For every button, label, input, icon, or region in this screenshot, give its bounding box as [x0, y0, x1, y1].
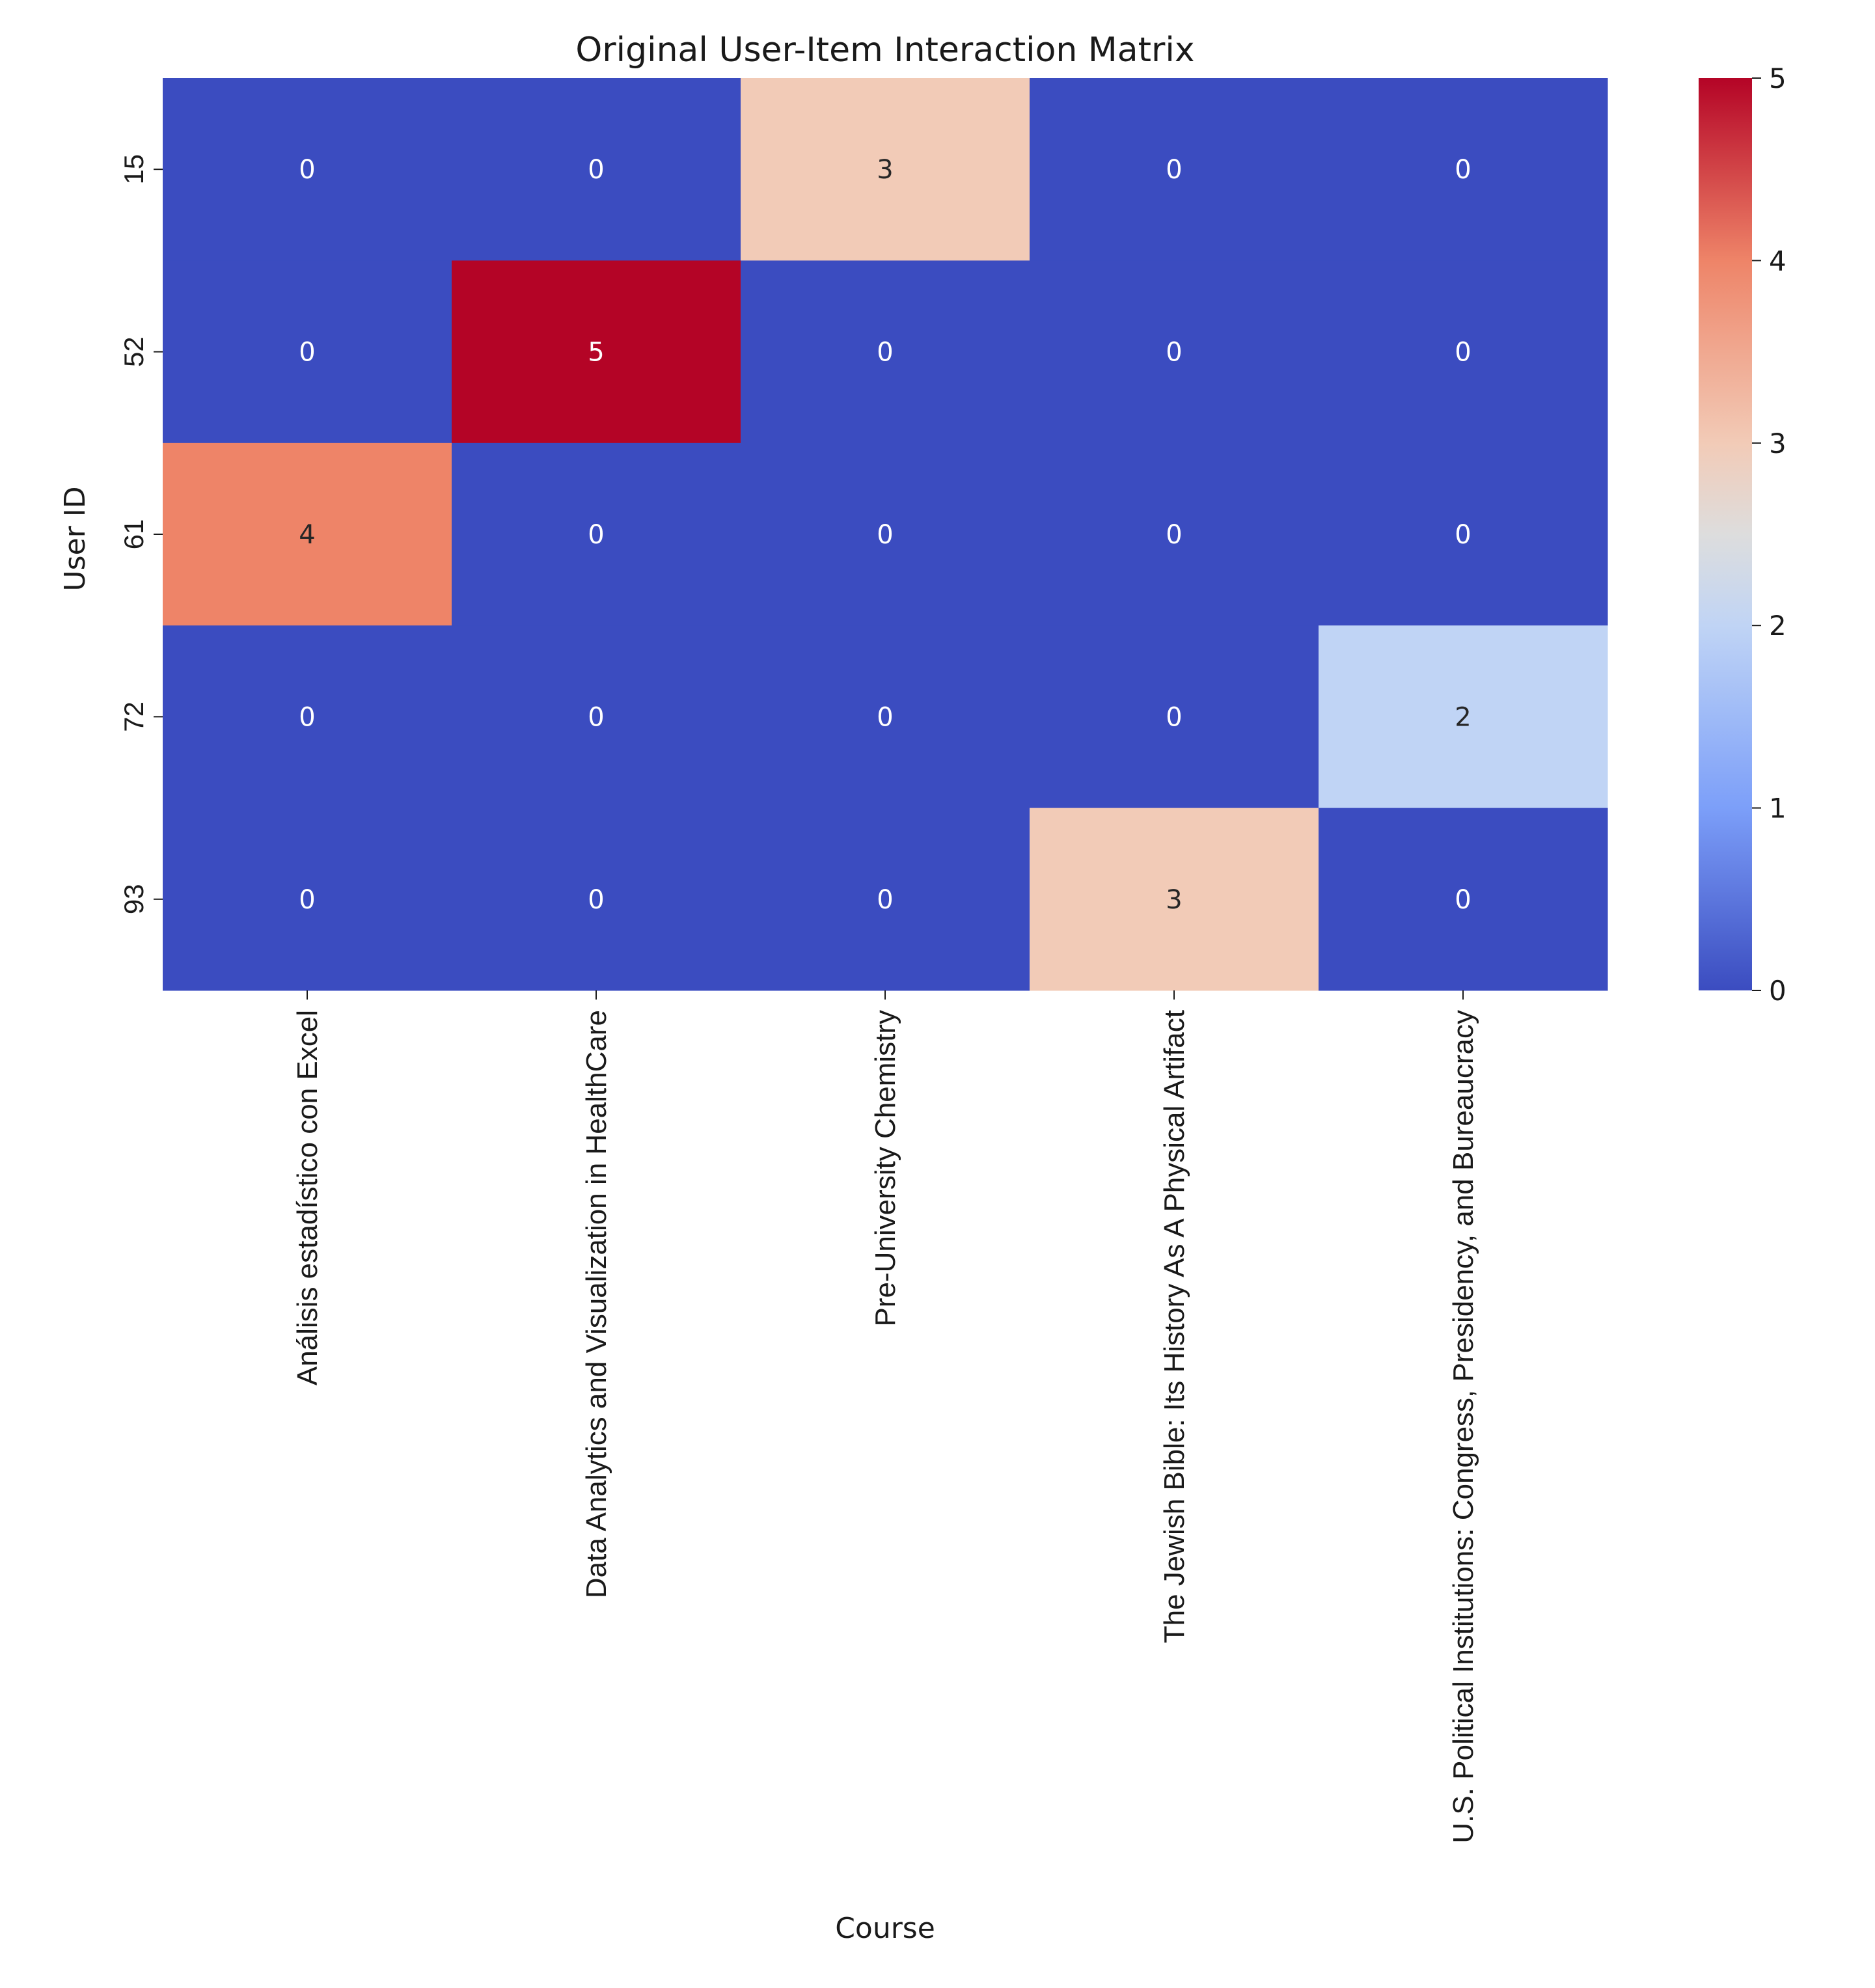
- heatmap-cell: [741, 443, 1030, 626]
- cell-value-label: 3: [877, 155, 893, 185]
- x-tick-label: Análisis estadístico con Excel: [292, 1010, 323, 1385]
- x-tick-label: Pre-University Chemistry: [869, 1010, 901, 1327]
- colorbar-tick-label: 2: [1769, 610, 1786, 642]
- cell-value-label: 0: [588, 155, 604, 185]
- heatmap-cell: [163, 78, 452, 261]
- colorbar-tick-label: 3: [1769, 428, 1786, 459]
- cell-value-label: 0: [588, 702, 604, 732]
- cell-value-label: 0: [1166, 155, 1182, 185]
- y-axis-label: User ID: [59, 486, 92, 591]
- x-axis-label: Course: [835, 1912, 935, 1945]
- colorbar: [1699, 78, 1752, 990]
- heatmap-cell: [163, 808, 452, 991]
- heatmap-cell: [452, 260, 741, 444]
- heatmap-cell: [1030, 625, 1319, 809]
- cell-value-label: 0: [877, 520, 893, 550]
- heatmap-cell: [1030, 78, 1319, 261]
- heatmap-cell: [452, 78, 741, 261]
- x-tick-label: The Jewish Bible: Its History As A Physi…: [1158, 1010, 1190, 1643]
- cell-value-label: 0: [299, 885, 315, 915]
- y-tick-label: 61: [118, 519, 149, 550]
- cell-value-label: 0: [877, 338, 893, 368]
- cell-value-label: 0: [1166, 520, 1182, 550]
- x-tick-label: U.S. Political Institutions: Congress, P…: [1447, 1010, 1479, 1844]
- cell-value-label: 5: [588, 338, 604, 368]
- cell-value-label: 0: [299, 338, 315, 368]
- chart-title: Original User-Item Interaction Matrix: [575, 31, 1194, 70]
- heatmap-cell: [1319, 808, 1608, 991]
- cell-value-labels: 0 0 3 0 0 0 5 0 0 0 4 0 0 0 0 0 0 0 0 2 0 0 0 3 0: [299, 155, 1471, 915]
- y-tick-label: 52: [118, 336, 149, 367]
- heatmap-cell: [1319, 443, 1608, 626]
- cell-value-label: 2: [1455, 702, 1471, 732]
- cell-value-label: 0: [877, 702, 893, 732]
- cell-value-label: 4: [299, 520, 315, 550]
- cell-value-label: 0: [299, 155, 315, 185]
- heatmap-cell: [163, 443, 452, 626]
- cell-value-label: 0: [877, 885, 893, 915]
- cell-value-label: 0: [1455, 155, 1471, 185]
- cell-value-label: 0: [588, 520, 604, 550]
- heatmap-cell: [741, 260, 1030, 444]
- heatmap-cell: [741, 625, 1030, 809]
- cell-value-label: 0: [588, 885, 604, 915]
- colorbar-tick-label: 1: [1769, 793, 1786, 824]
- heatmap-cell: [163, 260, 452, 444]
- heatmap-cell: [163, 625, 452, 809]
- heatmap-cell: [1319, 260, 1608, 444]
- x-tick-label: Data Analytics and Visualization in Heal…: [581, 1010, 612, 1598]
- y-tick-label: 93: [118, 884, 149, 914]
- y-tick-label: 72: [118, 701, 149, 732]
- colorbar-tick-label: 0: [1769, 975, 1786, 1007]
- heatmap-cell: [1030, 260, 1319, 444]
- heatmap-cell: [1319, 625, 1608, 809]
- colorbar-tick-label: 5: [1769, 62, 1786, 94]
- heatmap-cell: [741, 808, 1030, 991]
- colorbar-tick-label: 4: [1769, 245, 1786, 277]
- x-axis: Análisis estadístico con Excel Data Analy…: [292, 990, 1479, 1844]
- y-tick-label: 15: [118, 154, 149, 185]
- cell-value-label: 0: [1166, 338, 1182, 368]
- cell-value-label: 0: [1166, 702, 1182, 732]
- heatmap-cell: [452, 625, 741, 809]
- heatmap-cell: [741, 78, 1030, 261]
- heatmap-cell: [1319, 78, 1608, 261]
- cell-value-label: 0: [299, 702, 315, 732]
- colorbar-ticks: 0 1 2 3 4 5: [1752, 62, 1786, 1007]
- heatmap-cells: [163, 78, 1608, 991]
- cell-value-label: 0: [1455, 338, 1471, 368]
- heatmap-cell: [1030, 808, 1319, 991]
- heatmap-cell: [452, 443, 741, 626]
- heatmap-cell: [1030, 443, 1319, 626]
- y-axis: 15 52 61 72 93: [118, 154, 163, 914]
- cell-value-label: 0: [1455, 520, 1471, 550]
- cell-value-label: 0: [1455, 885, 1471, 915]
- cell-value-label: 3: [1166, 885, 1182, 915]
- heatmap-cell: [452, 808, 741, 991]
